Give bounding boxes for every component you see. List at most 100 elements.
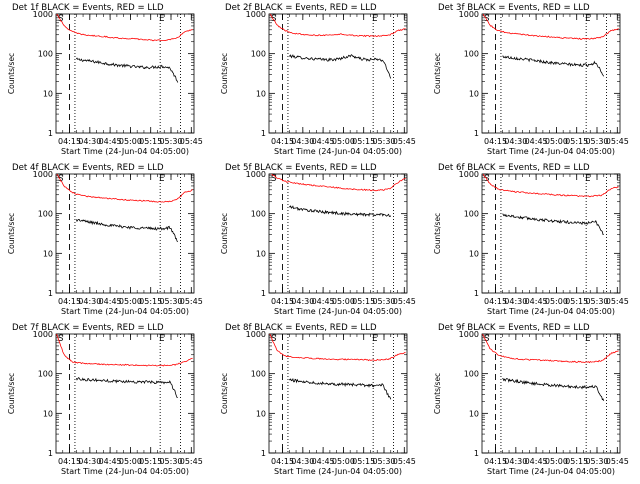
series-lld-line: [56, 14, 193, 42]
x-tick-label: 05:00: [119, 457, 142, 466]
x-tick-label: 04:30: [78, 457, 101, 466]
x-tick-label: 05:30: [159, 137, 182, 146]
series-events-line: [502, 213, 604, 235]
x-tick-label: 04:15: [58, 297, 81, 306]
y-tick-label: 1000: [33, 330, 53, 339]
x-tick-label: 04:30: [504, 457, 527, 466]
x-tick-label: 05:00: [119, 297, 142, 306]
chart-title: Det 9f BLACK = Events, RED = LLD: [438, 323, 590, 333]
detector-panel-2: Det 2f BLACK = Events, RED = LLD 1 10 100 10…: [213, 0, 426, 160]
chart-title: Det 3f BLACK = Events, RED = LLD: [438, 3, 590, 13]
y-axis-label: Counts/sec: [433, 53, 442, 94]
y-tick-label: 10: [469, 89, 479, 98]
x-axis-label: Start Time (24-Jun-04 04:05:00): [274, 147, 402, 156]
y-tick-label: 1: [261, 289, 266, 298]
y-tick-label: 1000: [246, 330, 266, 339]
y-axis-label: Counts/sec: [433, 373, 442, 414]
start-marker-label: S: [58, 174, 63, 184]
x-tick-label: 04:15: [271, 297, 294, 306]
y-tick-label: 10: [43, 89, 53, 98]
y-tick-label: 1000: [459, 10, 479, 19]
y-tick-label: 100: [251, 210, 266, 219]
plot-frame: [268, 173, 408, 294]
x-tick-label: 04:30: [78, 137, 101, 146]
start-marker-label: S: [484, 334, 489, 344]
x-axis-label: Start Time (24-Jun-04 04:05:00): [274, 467, 402, 476]
start-marker-label: S: [58, 334, 63, 344]
y-tick-label: 10: [256, 89, 266, 98]
y-tick-label: 1: [48, 449, 53, 458]
y-tick-label: 1000: [459, 170, 479, 179]
x-tick-label: 04:15: [271, 137, 294, 146]
plot-frame: [268, 333, 408, 454]
x-tick-label: 05:15: [565, 297, 588, 306]
y-tick-label: 10: [256, 409, 266, 418]
x-tick-label: 05:00: [119, 137, 142, 146]
end-marker-label: E: [585, 174, 590, 184]
x-axis-label: Start Time (24-Jun-04 04:05:00): [61, 147, 189, 156]
series-events-line: [288, 54, 392, 79]
y-axis-label: Counts/sec: [220, 373, 229, 414]
x-tick-label: 04:45: [525, 137, 548, 146]
series-lld-line: [56, 174, 193, 203]
plot-frame: [268, 13, 408, 134]
y-axis-label: Counts/sec: [220, 213, 229, 254]
x-axis-label: Start Time (24-Jun-04 04:05:00): [274, 307, 402, 316]
x-tick-label: 04:30: [291, 297, 314, 306]
x-tick-label: 04:45: [312, 457, 335, 466]
x-tick-label: 05:45: [606, 137, 629, 146]
x-tick-label: 04:30: [504, 297, 527, 306]
detector-chart-8: Det 8f BLACK = Events, RED = LLD 1 10 100 10…: [220, 323, 416, 476]
y-tick-label: 10: [256, 249, 266, 258]
x-tick-label: 04:45: [525, 297, 548, 306]
x-tick-label: 05:45: [606, 457, 629, 466]
x-axis-label: Start Time (24-Jun-04 04:05:00): [61, 307, 189, 316]
end-marker-label: E: [585, 334, 590, 344]
y-tick-label: 1000: [246, 10, 266, 19]
series-lld-line: [482, 334, 619, 364]
detector-chart-7: Det 7f BLACK = Events, RED = LLD 1 10 100 10…: [7, 323, 203, 476]
detector-chart-4: Det 4f BLACK = Events, RED = LLD 1 10 100 10…: [7, 163, 203, 316]
x-tick-label: 04:15: [484, 137, 507, 146]
x-tick-label: 04:15: [484, 457, 507, 466]
plot-frame: [55, 13, 195, 134]
x-tick-label: 05:00: [332, 457, 355, 466]
x-axis-label: Start Time (24-Jun-04 04:05:00): [487, 307, 615, 316]
x-tick-label: 04:15: [58, 137, 81, 146]
detector-panel-7: Det 7f BLACK = Events, RED = LLD 1 10 100 10…: [0, 320, 213, 480]
series-events-line: [288, 205, 392, 217]
x-tick-label: 05:00: [332, 137, 355, 146]
plot-frame: [481, 333, 621, 454]
x-tick-label: 05:45: [393, 297, 416, 306]
x-tick-label: 04:30: [78, 297, 101, 306]
detector-panel-6: Det 6f BLACK = Events, RED = LLD 1 10 100 10…: [426, 160, 639, 320]
series-lld-line: [271, 174, 406, 192]
x-tick-label: 05:45: [180, 297, 203, 306]
y-tick-label: 1000: [246, 170, 266, 179]
y-tick-label: 100: [38, 210, 53, 219]
y-axis-label: Counts/sec: [7, 213, 16, 254]
chart-title: Det 8f BLACK = Events, RED = LLD: [225, 323, 377, 333]
y-tick-label: 1000: [33, 10, 53, 19]
chart-title: Det 4f BLACK = Events, RED = LLD: [12, 163, 164, 173]
y-tick-label: 100: [464, 370, 479, 379]
x-tick-label: 04:30: [504, 137, 527, 146]
x-tick-label: 04:45: [525, 457, 548, 466]
x-tick-label: 05:15: [139, 297, 162, 306]
x-tick-label: 05:15: [352, 137, 375, 146]
y-tick-label: 1: [261, 129, 266, 138]
chart-title: Det 6f BLACK = Events, RED = LLD: [438, 163, 590, 173]
x-tick-label: 05:00: [545, 457, 568, 466]
y-tick-label: 100: [464, 50, 479, 59]
y-tick-label: 10: [469, 409, 479, 418]
plot-frame: [481, 13, 621, 134]
y-tick-label: 1: [474, 449, 479, 458]
x-tick-label: 05:00: [545, 137, 568, 146]
x-tick-label: 04:30: [291, 137, 314, 146]
series-lld-line: [482, 174, 619, 198]
start-marker-label: S: [271, 14, 276, 24]
x-axis-label: Start Time (24-Jun-04 04:05:00): [61, 467, 189, 476]
start-marker-label: S: [58, 14, 63, 24]
x-tick-label: 05:00: [332, 297, 355, 306]
y-axis-label: Counts/sec: [433, 213, 442, 254]
